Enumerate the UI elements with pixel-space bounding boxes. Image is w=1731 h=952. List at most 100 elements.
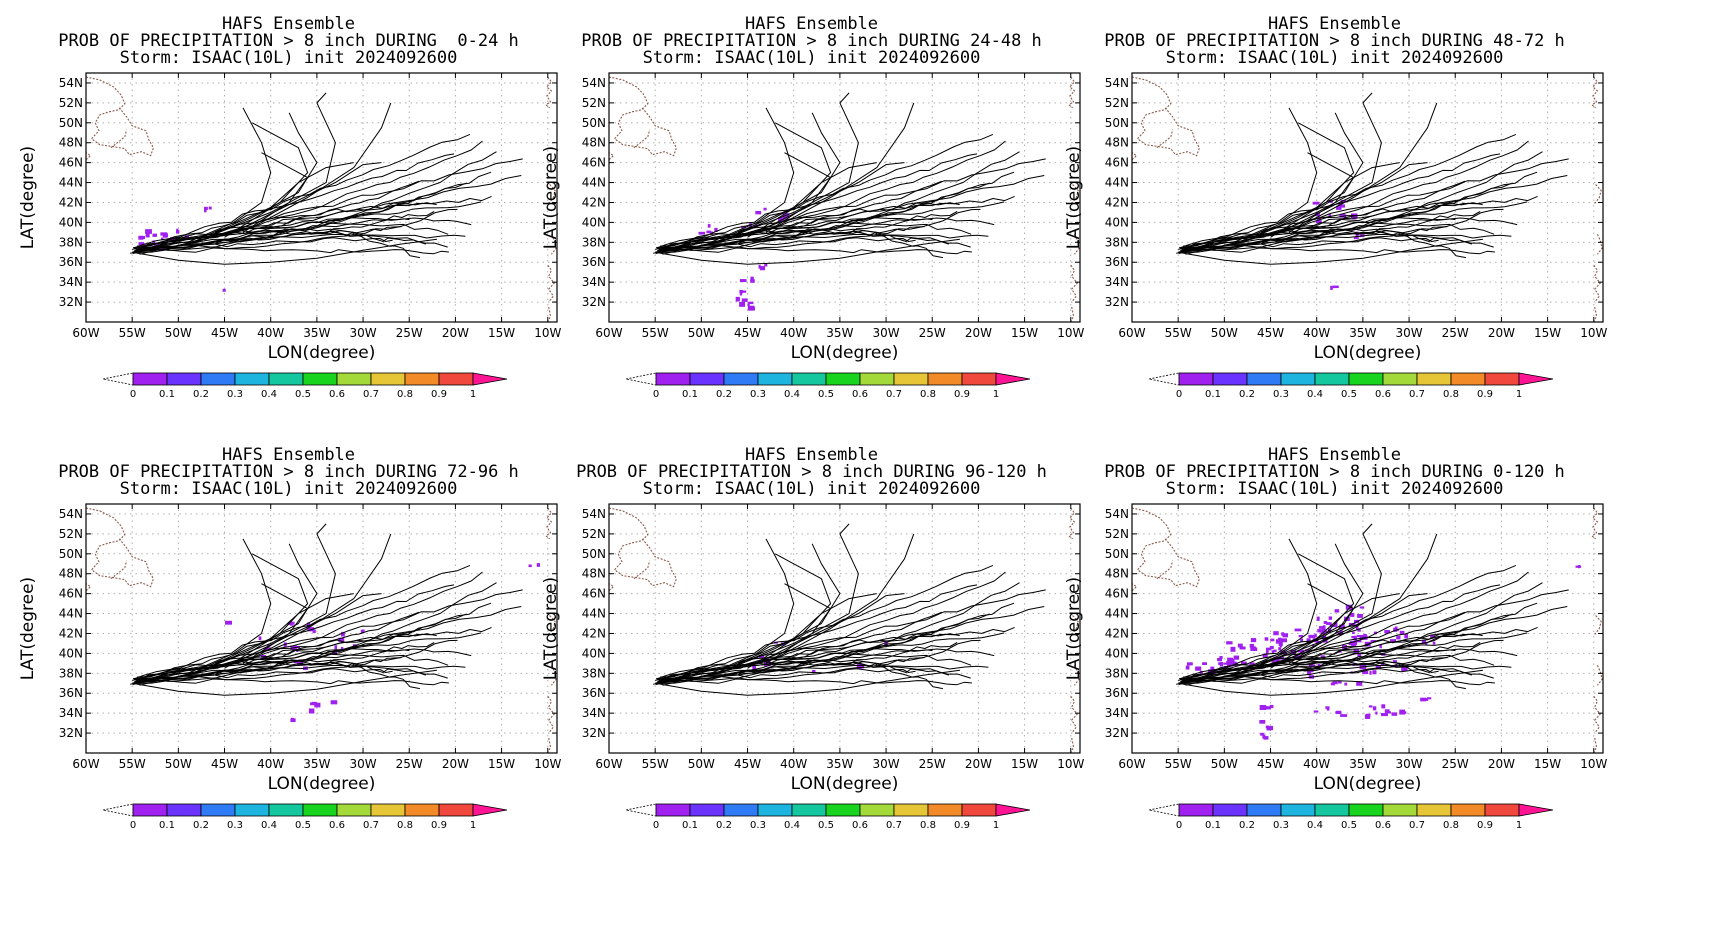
precip-cell <box>1227 657 1234 662</box>
precip-cell <box>1264 706 1271 710</box>
panel-title-3: Storm: ISAAC(10L) init 2024092600 <box>119 48 458 68</box>
gridlines <box>86 504 557 753</box>
coastline <box>1071 615 1079 635</box>
lon-tick-label: 15W <box>1534 757 1561 771</box>
colorbar-swatch <box>859 803 895 817</box>
precip-cell <box>283 642 287 648</box>
precip-cell <box>287 622 293 626</box>
colorbar-label: 0.6 <box>329 820 345 831</box>
precip-cell <box>1330 682 1335 686</box>
colorbar-swatch <box>689 372 725 386</box>
colorbar-swatch <box>336 372 372 386</box>
lon-tick-label: 55W <box>642 757 669 771</box>
lat-tick-label: 34N <box>582 275 606 289</box>
precip-cell <box>1338 681 1342 684</box>
colorbar-swatch <box>723 803 759 817</box>
panel-title-1: HAFS Ensemble <box>744 445 879 465</box>
ensemble-track <box>233 593 382 664</box>
lon-tick-label: 60W <box>72 326 99 340</box>
lon-tick-label: 45W <box>1257 757 1284 771</box>
lon-tick-label: 40W <box>1303 326 1330 340</box>
lat-tick-label: 32N <box>59 726 83 740</box>
colorbar-label: 0.8 <box>1443 820 1459 831</box>
coastline <box>1132 76 1201 157</box>
precip-cell <box>1262 734 1266 739</box>
precip-cell <box>739 292 743 296</box>
lat-tick-label: 40N <box>1105 646 1129 660</box>
precip-cell <box>1250 638 1257 643</box>
lat-tick-label: 38N <box>59 666 83 680</box>
lat-tick-label: 32N <box>1105 295 1129 309</box>
precip-cell <box>1317 216 1321 222</box>
lat-tick-label: 52N <box>1105 96 1129 110</box>
precip-cell <box>741 298 748 302</box>
precip-cell <box>1316 616 1320 621</box>
precip-cell <box>1330 285 1333 290</box>
coastline <box>1596 234 1603 255</box>
precip-cell <box>736 297 740 301</box>
precip-cell <box>1313 710 1319 713</box>
precip-cell <box>1298 634 1304 638</box>
ensemble-track <box>1185 208 1504 251</box>
lon-tick-label: 55W <box>1165 757 1192 771</box>
colorbar-label: 0.4 <box>784 389 800 400</box>
precip-cell <box>1273 649 1277 652</box>
precip-cell <box>1432 641 1436 645</box>
coastline <box>1073 665 1080 686</box>
precip-cell <box>747 305 755 311</box>
precip-cell <box>739 279 747 283</box>
ensemble-track <box>655 669 960 696</box>
ensemble-track <box>205 523 336 669</box>
ensemble-track <box>774 533 915 659</box>
precip-cell <box>528 564 532 568</box>
precip-cell <box>698 231 706 235</box>
coastline <box>609 507 678 588</box>
colorbar-label: 0.4 <box>784 820 800 831</box>
colorbar-swatch <box>302 372 338 386</box>
ensemble-track <box>660 228 943 259</box>
colorbar-swatch <box>438 803 474 817</box>
precip-cell <box>176 230 180 234</box>
ensemble-track <box>1183 247 1495 255</box>
lat-tick-label: 36N <box>59 686 83 700</box>
lat-tick-label: 36N <box>582 255 606 269</box>
lat-tick-label: 54N <box>1105 507 1129 521</box>
ensemble-track <box>251 102 392 228</box>
precip-cell <box>163 233 167 238</box>
precip-cell <box>1239 646 1246 650</box>
lon-tick-label: 50W <box>1211 326 1238 340</box>
coastline <box>1590 507 1599 540</box>
precip-cell <box>1210 666 1215 670</box>
colorbar-over-arrow <box>472 372 508 386</box>
colorbar-swatch <box>166 803 202 817</box>
precip-cell <box>536 563 540 567</box>
map-panel: HAFS Ensemble PROB OF PRECIPITATION > 8 i… <box>1046 431 1623 907</box>
precip-cell <box>1369 670 1372 675</box>
lat-tick-label: 50N <box>1105 116 1129 130</box>
precip-cell <box>1327 628 1332 633</box>
precip-cell <box>747 302 750 307</box>
map-panel: HAFS Ensemble PROB OF PRECIPITATION > 8 i… <box>0 0 577 476</box>
colorbar-swatch <box>1416 372 1452 386</box>
panel-title-1: HAFS Ensemble <box>221 14 356 34</box>
precip-cell <box>1298 649 1305 653</box>
panel-title-2: PROB OF PRECIPITATION > 8 inch DURING 48… <box>1104 31 1565 51</box>
ensemble-track <box>1175 230 1439 254</box>
ensemble-track <box>1178 238 1483 265</box>
precip-cell <box>1326 707 1330 711</box>
precip-cell <box>1270 638 1275 642</box>
colorbar-swatch <box>1484 372 1520 386</box>
ensemble-track <box>1179 633 1483 683</box>
lat-tick-label: 42N <box>59 195 83 209</box>
lon-tick-label: 25W <box>396 326 423 340</box>
map-svg: 60W 55W 50W 45W 40W 35W 30W 25W 20W 15W 10W 54N 52N 5… <box>18 503 561 831</box>
lon-tick-label: 35W <box>1349 326 1376 340</box>
colorbar-label: 0.8 <box>920 389 936 400</box>
lat-tick-label: 54N <box>582 507 606 521</box>
ensemble-track <box>1251 523 1382 669</box>
plot-frame <box>1131 503 1604 754</box>
precip-cell <box>739 289 744 294</box>
colorbar-label: 0.5 <box>1341 389 1357 400</box>
x-axis-label: LON(degree) <box>791 343 899 363</box>
colorbar-swatch <box>404 372 440 386</box>
